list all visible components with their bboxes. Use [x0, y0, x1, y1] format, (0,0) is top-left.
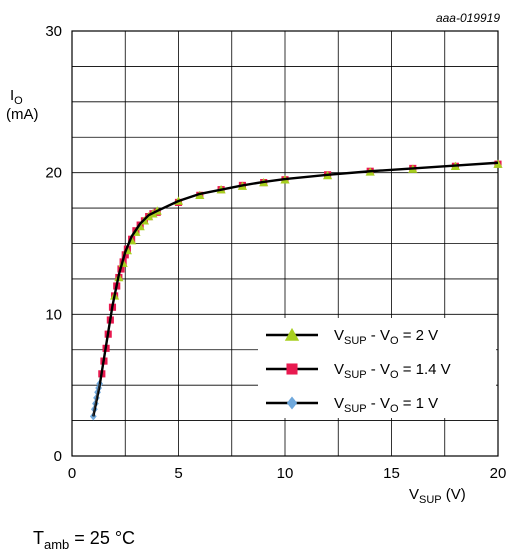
legend-marker-diamond [286, 396, 298, 410]
legend: VSUP - VO = 2 V VSUP - VO = 1.4 V VSUP - V… [258, 318, 496, 418]
y-axis-label: IO [10, 87, 23, 107]
legend-entry-label: VSUP - VO = 2 V [334, 327, 438, 347]
condition-label: Tamb = 25 °C [33, 528, 135, 552]
fitted-curve [92, 161, 499, 417]
x-tick-label: 10 [277, 465, 294, 482]
x-tick-label: 20 [490, 465, 507, 482]
series-line [92, 383, 101, 417]
data-point-diamond [89, 412, 97, 421]
y-tick-label: 30 [45, 23, 62, 40]
x-tick-label: 15 [383, 465, 400, 482]
y-tick-label: 20 [45, 165, 62, 182]
x-tick-label: 5 [174, 465, 182, 482]
legend-marker-triangle [284, 327, 300, 341]
legend-marker-square [286, 363, 298, 375]
legend-entry-label: VSUP - VO = 1.4 V [334, 361, 451, 381]
tick-labels: 0 5 10 15 20 0 10 20 30 [45, 23, 506, 482]
plot-frame [71, 30, 499, 457]
plot-area [89, 159, 503, 421]
y-tick-label: 10 [45, 306, 62, 323]
y-tick-label: 0 [54, 448, 62, 465]
legend-entry-label: VSUP - VO = 1 V [334, 395, 438, 415]
y-axis-unit: (mA) [6, 106, 39, 123]
figure-id: aaa-019919 [436, 11, 500, 25]
x-tick-label: 0 [68, 465, 76, 482]
x-axis-label: VSUP (V) [409, 486, 466, 506]
